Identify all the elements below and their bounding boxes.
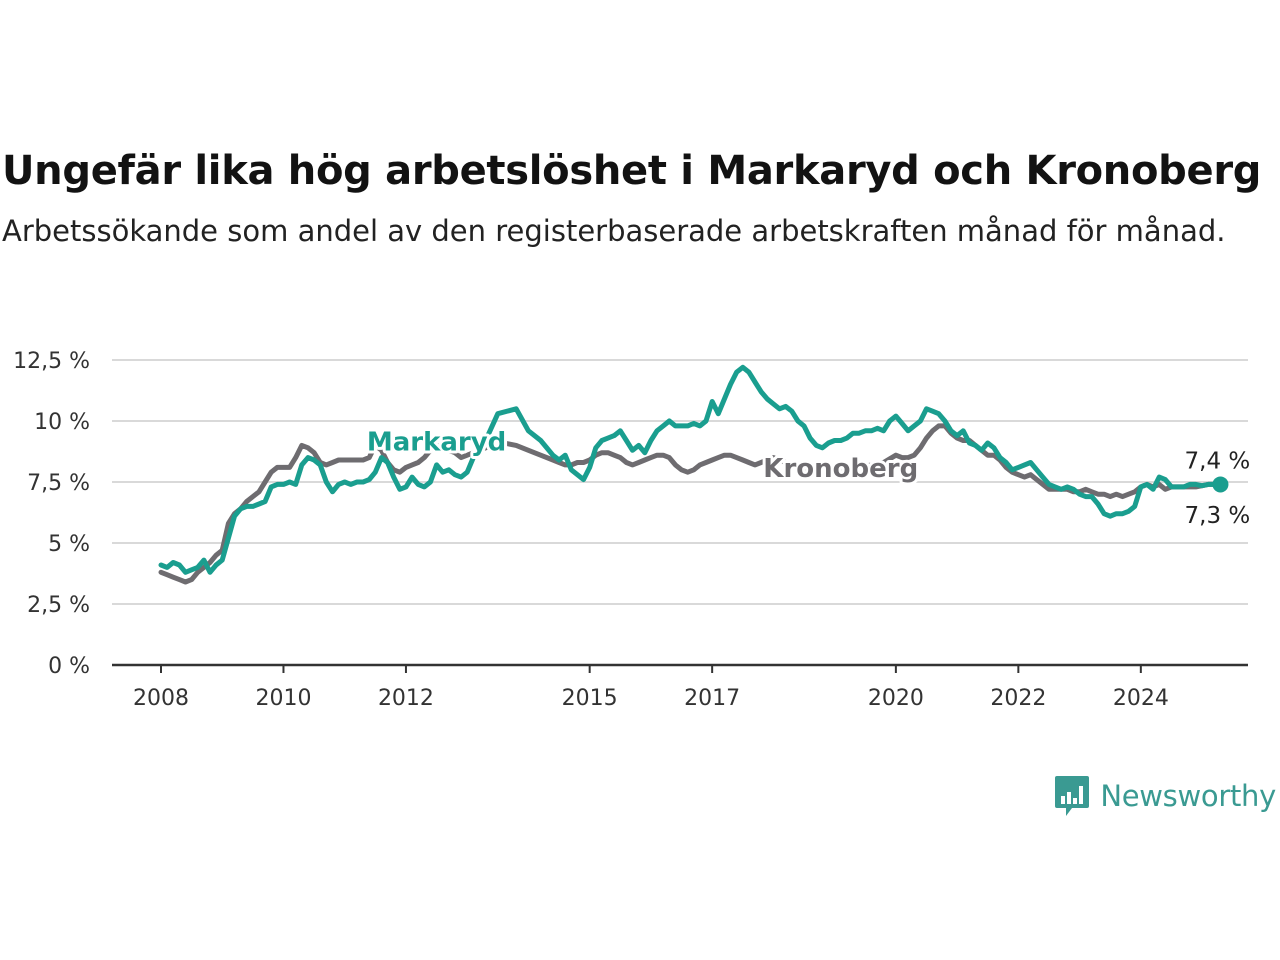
x-tick-label: 2008 bbox=[133, 686, 189, 711]
series-lines bbox=[158, 364, 1229, 585]
x-tick-label: 2020 bbox=[868, 686, 924, 711]
x-tick-label: 2010 bbox=[255, 686, 311, 711]
x-tick-label: 2015 bbox=[562, 686, 618, 711]
series-label-kronoberg: Kronoberg bbox=[763, 454, 918, 484]
gridlines bbox=[112, 359, 1248, 667]
chart-subtitle: Arbetssökande som andel av den registerb… bbox=[2, 214, 1226, 248]
x-tick-label: 2022 bbox=[990, 686, 1046, 711]
series-label-markaryd: Markaryd bbox=[367, 427, 506, 457]
y-tick-label: 5 % bbox=[48, 532, 90, 557]
end-label-kronoberg: 7,3 % bbox=[1185, 503, 1251, 529]
newsworthy-logo: Newsworthy bbox=[1054, 773, 1276, 819]
line-chart: 0 %2,5 %5 %7,5 %10 %12,5 % 2008 2010 2012 2… bbox=[13, 349, 1251, 711]
end-label-markaryd: 7,4 % bbox=[1185, 448, 1251, 474]
y-tick-label: 0 % bbox=[48, 654, 90, 679]
y-tick-label: 12,5 % bbox=[13, 349, 90, 374]
y-axis-ticks: 0 % 2,5 % 5 % 7,5 % 10 % 12,5 % bbox=[13, 349, 90, 679]
brand-name: Newsworthy bbox=[1100, 779, 1276, 813]
series-line-markaryd bbox=[158, 364, 1223, 575]
newsworthy-bar-chart-icon bbox=[1055, 776, 1090, 816]
x-tick-label: 2024 bbox=[1113, 686, 1169, 711]
x-axis-ticks: 2008 2010 2012 2015 2017 2020 2022 2024 bbox=[133, 665, 1169, 711]
x-tick-label: 2012 bbox=[378, 686, 434, 711]
y-tick-label: 2,5 % bbox=[27, 593, 90, 618]
y-tick-label: 7,5 % bbox=[27, 471, 90, 496]
end-point-markaryd bbox=[1212, 476, 1229, 493]
chart-title: Ungefär lika hög arbetslöshet i Markaryd… bbox=[2, 148, 1262, 194]
x-tick-label: 2017 bbox=[684, 686, 740, 711]
y-tick-label: 10 % bbox=[34, 410, 90, 435]
series-labels: Markaryd Kronoberg 7,4 % 7,3 % bbox=[364, 424, 1251, 529]
series-line-kronoberg bbox=[158, 423, 1223, 585]
